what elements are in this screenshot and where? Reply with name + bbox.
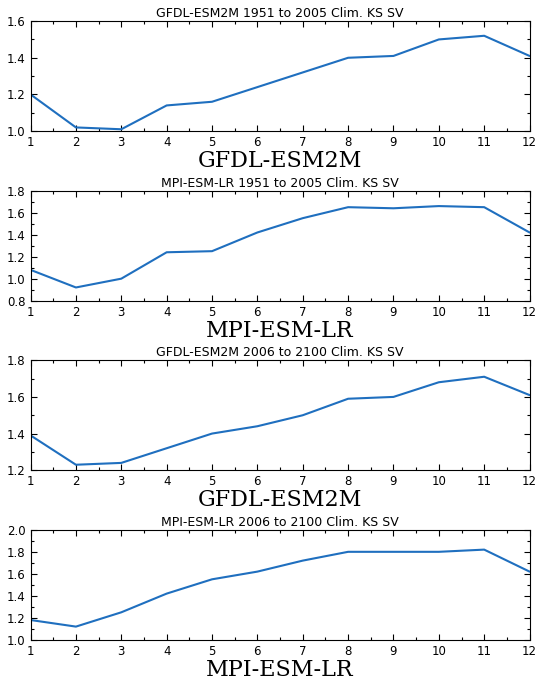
Title: MPI-ESM-LR 2006 to 2100 Clim. KS SV: MPI-ESM-LR 2006 to 2100 Clim. KS SV — [161, 515, 399, 528]
X-axis label: MPI-ESM-LR: MPI-ESM-LR — [206, 659, 354, 681]
X-axis label: GFDL-ESM2M: GFDL-ESM2M — [198, 151, 362, 173]
X-axis label: GFDL-ESM2M: GFDL-ESM2M — [198, 489, 362, 511]
Title: GFDL-ESM2M 2006 to 2100 Clim. KS SV: GFDL-ESM2M 2006 to 2100 Clim. KS SV — [156, 346, 404, 359]
X-axis label: MPI-ESM-LR: MPI-ESM-LR — [206, 320, 354, 342]
Title: GFDL-ESM2M 1951 to 2005 Clim. KS SV: GFDL-ESM2M 1951 to 2005 Clim. KS SV — [156, 7, 404, 20]
Title: MPI-ESM-LR 1951 to 2005 Clim. KS SV: MPI-ESM-LR 1951 to 2005 Clim. KS SV — [161, 177, 399, 189]
